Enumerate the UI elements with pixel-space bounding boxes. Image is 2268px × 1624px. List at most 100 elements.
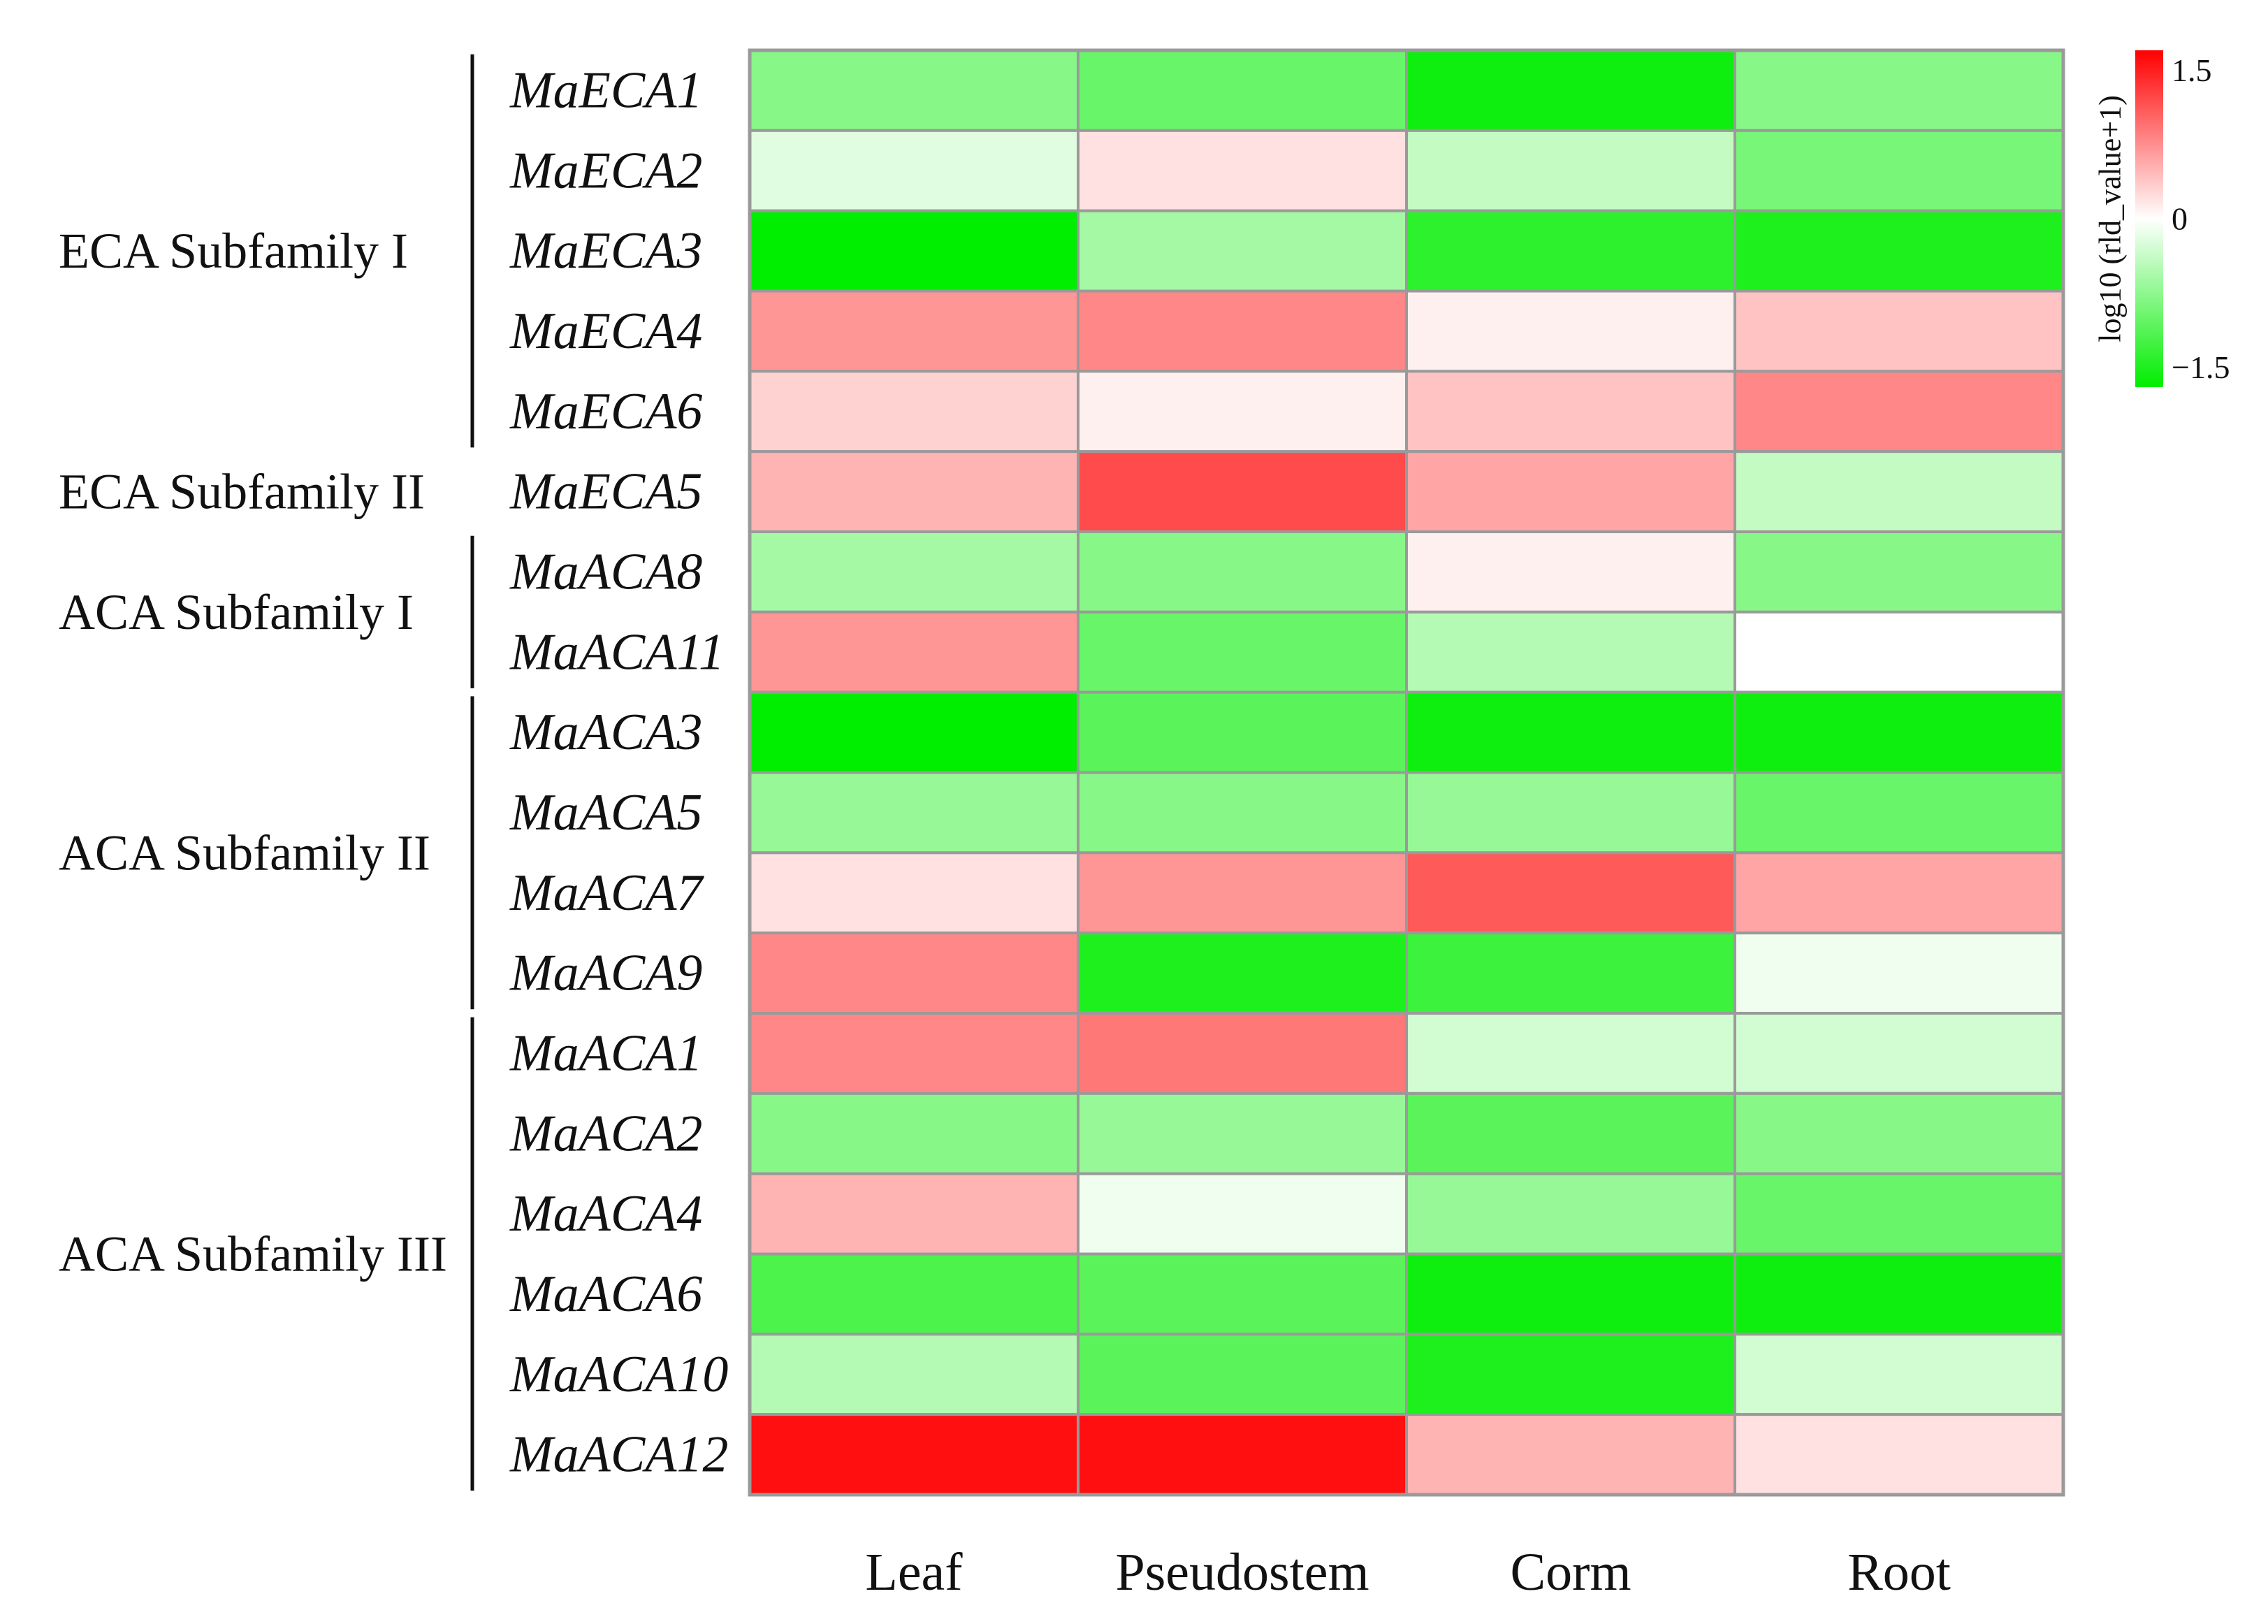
column-label: Root (1847, 1543, 1951, 1602)
group-label: ECA Subfamily I (59, 223, 408, 279)
heatmap-cell-MaACA10-Pseudostem (1078, 1334, 1406, 1414)
group-label: ACA Subfamily II (59, 825, 430, 880)
row-label: MaACA4 (509, 1185, 702, 1242)
heatmap-cell-MaACA4-Leaf (750, 1174, 1078, 1254)
heatmap-cell-MaACA8-Root (1735, 532, 2063, 612)
heatmap-cell-MaACA2-Corm (1406, 1094, 1735, 1174)
heatmap-cell-MaACA7-Pseudostem (1078, 853, 1406, 933)
group-label: ACA Subfamily I (59, 584, 414, 640)
heatmap-cell-MaACA6-Leaf (750, 1254, 1078, 1335)
heatmap-cell-MaECA4-Leaf (750, 291, 1078, 372)
heatmap-grid (750, 50, 2063, 1495)
row-label: MaACA6 (509, 1266, 702, 1323)
row-label: MaACA8 (509, 543, 702, 600)
heatmap-cell-MaACA5-Root (1735, 773, 2063, 853)
row-label: MaECA3 (509, 222, 702, 280)
colorbar-tick-label: 0 (2172, 201, 2188, 237)
heatmap-cell-MaACA3-Leaf (750, 693, 1078, 773)
row-label: MaECA2 (509, 142, 702, 199)
row-label: MaACA10 (509, 1346, 728, 1403)
column-labels: Leaf Pseudostem Corm Root (865, 1543, 1951, 1602)
row-label: MaECA4 (509, 303, 702, 360)
heatmap-cell-MaACA11-Root (1735, 612, 2063, 693)
heatmap-cell-MaECA4-Corm (1406, 291, 1735, 372)
heatmap-cell-MaACA6-Root (1735, 1254, 2063, 1335)
row-group-brackets: ECA Subfamily I ECA Subfamily II ACA Subfa… (59, 55, 472, 1491)
heatmap-cell-MaACA1-Root (1735, 1013, 2063, 1094)
colorbar-title: log10 (rld_value+1) (2093, 95, 2128, 342)
heatmap-cell-MaECA6-Leaf (750, 371, 1078, 451)
heatmap-cell-MaACA9-Corm (1406, 933, 1735, 1013)
heatmap-figure: MaECA1 MaECA2 MaECA3 MaECA4 MaECA6 MaECA5 MaAC… (0, 0, 2268, 1624)
heatmap-cell-MaACA10-Root (1735, 1334, 2063, 1414)
heatmap-cell-MaACA7-Leaf (750, 853, 1078, 933)
column-label: Leaf (865, 1543, 963, 1602)
colorbar-gradient (2135, 50, 2163, 387)
heatmap-cell-MaACA4-Root (1735, 1174, 2063, 1254)
row-label: MaECA6 (509, 383, 702, 440)
heatmap-cell-MaACA12-Leaf (750, 1414, 1078, 1495)
row-label: MaACA7 (509, 864, 704, 922)
heatmap-cell-MaECA3-Leaf (750, 211, 1078, 291)
heatmap-cell-MaACA5-Corm (1406, 773, 1735, 853)
heatmap-cell-MaECA6-Pseudostem (1078, 371, 1406, 451)
heatmap-cell-MaACA8-Pseudostem (1078, 532, 1406, 612)
heatmap-cell-MaACA9-Leaf (750, 933, 1078, 1013)
heatmap-cell-MaACA11-Leaf (750, 612, 1078, 693)
group-label: ACA Subfamily III (59, 1226, 447, 1282)
group-label: ECA Subfamily II (59, 464, 425, 520)
colorbar-tick-label: −1.5 (2172, 349, 2230, 385)
heatmap-cell-MaACA7-Corm (1406, 853, 1735, 933)
heatmap-cell-MaECA1-Leaf (750, 50, 1078, 131)
heatmap-cell-MaECA1-Pseudostem (1078, 50, 1406, 131)
heatmap-cell-MaACA11-Pseudostem (1078, 612, 1406, 693)
heatmap-cell-MaACA2-Leaf (750, 1094, 1078, 1174)
heatmap-cell-MaACA8-Corm (1406, 532, 1735, 612)
heatmap-cell-MaECA5-Root (1735, 451, 2063, 532)
heatmap-cell-MaACA11-Corm (1406, 612, 1735, 693)
column-label: Pseudostem (1115, 1543, 1369, 1602)
row-label: MaACA5 (509, 784, 702, 841)
row-labels: MaECA1 MaECA2 MaECA3 MaECA4 MaECA6 MaECA5 MaAC… (509, 61, 728, 1483)
heatmap-cell-MaACA1-Corm (1406, 1013, 1735, 1094)
heatmap-cell-MaACA10-Leaf (750, 1334, 1078, 1414)
heatmap-cell-MaECA2-Pseudostem (1078, 131, 1406, 211)
heatmap-cell-MaACA9-Root (1735, 933, 2063, 1013)
heatmap-cell-MaACA6-Corm (1406, 1254, 1735, 1335)
heatmap-cell-MaECA3-Corm (1406, 211, 1735, 291)
heatmap-cell-MaECA1-Corm (1406, 50, 1735, 131)
heatmap-cell-MaECA5-Corm (1406, 451, 1735, 532)
heatmap-cell-MaACA4-Pseudostem (1078, 1174, 1406, 1254)
colorbar-tick-label: 1.5 (2172, 52, 2212, 88)
heatmap-cell-MaACA12-Corm (1406, 1414, 1735, 1495)
heatmap-cell-MaACA3-Pseudostem (1078, 693, 1406, 773)
heatmap-cell-MaACA10-Corm (1406, 1334, 1735, 1414)
column-label: Corm (1510, 1543, 1631, 1602)
heatmap-cell-MaECA2-Corm (1406, 131, 1735, 211)
heatmap-cell-MaACA1-Pseudostem (1078, 1013, 1406, 1094)
heatmap-cell-MaACA2-Root (1735, 1094, 2063, 1174)
row-label: MaECA5 (509, 463, 702, 521)
heatmap-cell-MaACA8-Leaf (750, 532, 1078, 612)
row-label: MaECA1 (509, 61, 702, 119)
heatmap-cell-MaECA4-Pseudostem (1078, 291, 1406, 372)
heatmap-cell-MaACA3-Corm (1406, 693, 1735, 773)
heatmap-cell-MaECA3-Root (1735, 211, 2063, 291)
heatmap-cell-MaECA4-Root (1735, 291, 2063, 372)
heatmap-cell-MaECA3-Pseudostem (1078, 211, 1406, 291)
heatmap-cell-MaACA12-Root (1735, 1414, 2063, 1495)
row-label: MaACA11 (509, 623, 725, 681)
heatmap-cell-MaACA1-Leaf (750, 1013, 1078, 1094)
row-label: MaACA2 (509, 1105, 702, 1162)
heatmap-cell-MaACA3-Root (1735, 693, 2063, 773)
heatmap-cell-MaECA1-Root (1735, 50, 2063, 131)
row-label: MaACA3 (509, 704, 702, 761)
row-label: MaACA12 (509, 1426, 728, 1484)
heatmap-cell-MaACA12-Pseudostem (1078, 1414, 1406, 1495)
heatmap-cell-MaECA5-Pseudostem (1078, 451, 1406, 532)
row-label: MaACA1 (509, 1024, 702, 1082)
heatmap-cell-MaACA9-Pseudostem (1078, 933, 1406, 1013)
heatmap-cell-MaACA7-Root (1735, 853, 2063, 933)
heatmap-cell-MaACA4-Corm (1406, 1174, 1735, 1254)
colorbar: 1.5 0 −1.5 log10 (rld_value+1) (2093, 50, 2230, 387)
